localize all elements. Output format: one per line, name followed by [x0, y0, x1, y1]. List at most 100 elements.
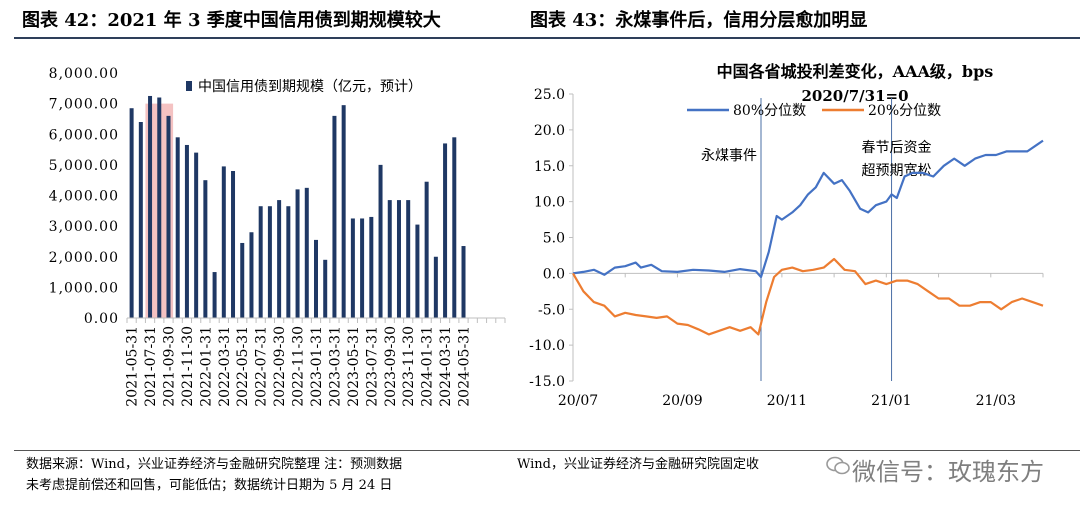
y-tick-label: 2,000.00: [49, 250, 119, 266]
bar: [138, 122, 143, 318]
x-tick-label: 2024-05-31: [457, 326, 473, 407]
bar: [433, 256, 438, 318]
x-tick-label: 2023-03-31: [327, 326, 343, 407]
bar: [184, 144, 189, 318]
x-tick-label: 2023-11-30: [401, 326, 417, 407]
bar: [415, 224, 420, 318]
chart-subtitle: 2020/7/31=0: [801, 87, 908, 105]
bar: [350, 218, 355, 318]
bar: [231, 171, 236, 318]
y-tick-label: 15.0: [534, 159, 565, 175]
y-tick-label: 6,000.00: [49, 127, 119, 143]
x-tick-label: 2022-01-31: [198, 326, 214, 407]
bar-chart: 8,000.00 7,000.00 6,000.00 5,000.00 4,000.00…: [49, 66, 506, 407]
bar: [304, 187, 309, 318]
bar: [221, 166, 226, 318]
x-tick-label: 2024-03-31: [438, 326, 454, 407]
y-tick-label: -10.0: [529, 338, 565, 354]
bar: [240, 242, 245, 318]
wechat-icon: [826, 456, 850, 475]
bar: [258, 206, 263, 318]
bar: [378, 164, 383, 318]
left-source-line-2: 未考虑提前偿还和回售，可能低估；数据统计日期为 5 月 24 日: [26, 478, 393, 493]
legend-swatch: [186, 81, 192, 91]
bottom-divider: [14, 450, 1080, 451]
series-line-80pct: [572, 139, 1044, 279]
line-chart: 中国各省城投利差变化，AAA级，bps 2020/7/31=0 25.0 20.0 15…: [529, 62, 1044, 409]
y-tick-label: 4,000.00: [49, 189, 119, 205]
x-tick-label: 2023-05-31: [346, 326, 362, 407]
x-tick-label: 2022-07-31: [254, 326, 270, 407]
x-tick-label: 2021-07-31: [143, 326, 159, 407]
bar: [452, 137, 457, 318]
y-tick-label: 10.0: [534, 195, 565, 211]
bar: [323, 259, 328, 318]
legend-label: 80%分位数: [733, 103, 806, 119]
bar: [286, 206, 291, 318]
x-tick-label: 2022-05-31: [235, 326, 251, 407]
watermark: 微信号：玫瑰东方: [852, 458, 1044, 486]
y-tick-label: 7,000.00: [49, 97, 119, 113]
y-tick-label: 8,000.00: [49, 66, 119, 82]
bar: [461, 246, 466, 318]
bar: [341, 105, 346, 318]
x-tick-label: 2023-01-31: [309, 326, 325, 407]
legend-label: 20%分位数: [868, 103, 941, 119]
y-tick-label: -15.0: [529, 374, 565, 390]
y-tick-label: 0.00: [84, 311, 119, 327]
chart-title: 中国各省城投利差变化，AAA级，bps: [717, 62, 994, 81]
bar: [148, 95, 153, 318]
x-tick-label: 2022-11-30: [291, 326, 307, 407]
bar: [443, 143, 448, 318]
x-tick-label: 2023-09-30: [383, 326, 399, 407]
x-tick-label: 20/07: [558, 393, 598, 409]
y-tick-label: 0.0: [543, 266, 565, 282]
legend-label: 中国信用债到期规模（亿元，预计）: [198, 79, 422, 95]
y-tick-label: 3,000.00: [49, 219, 119, 235]
bar: [267, 206, 272, 318]
bar: [406, 200, 411, 318]
x-tick-label: 20/09: [662, 393, 702, 409]
y-tick-label: 5.0: [543, 231, 565, 247]
bar: [203, 180, 208, 318]
bar: [157, 97, 162, 318]
bar: [277, 200, 282, 318]
bar: [166, 115, 171, 318]
x-tick-label: 2024-01-31: [420, 326, 436, 407]
left-source-line-1: 数据来源：Wind，兴业证券经济与金融研究院整理 注：预测数据: [26, 457, 403, 472]
bar: [332, 115, 337, 318]
event-annotation: 春节后资金: [862, 140, 932, 156]
series-line-20pct: [572, 257, 1044, 336]
bar: [424, 181, 429, 318]
x-tick-label: 21/03: [976, 393, 1016, 409]
x-tick-label: 20/11: [767, 393, 807, 409]
bar: [194, 152, 199, 318]
x-tick-label: 2022-09-30: [272, 326, 288, 407]
x-tick-label: 2022-03-31: [217, 326, 233, 407]
y-tick-label: 20.0: [534, 123, 565, 139]
top-divider: [14, 37, 1080, 39]
event-annotation: 超预期宽松: [862, 162, 932, 179]
event-annotation: 永煤事件: [701, 148, 757, 164]
right-source: Wind，兴业证券经济与金融研究院固定收: [517, 457, 759, 472]
y-tick-label: -5.0: [538, 302, 565, 318]
x-tick-label: 2023-07-31: [364, 326, 380, 407]
bar: [360, 218, 365, 318]
y-tick-label: 5,000.00: [49, 158, 119, 174]
x-tick-label: 21/01: [871, 393, 911, 409]
y-tick-label: 25.0: [534, 87, 565, 103]
bar: [212, 272, 217, 318]
bar: [295, 189, 300, 318]
x-tick-label: 2021-11-30: [180, 326, 196, 407]
bar: [249, 232, 254, 318]
bar: [369, 216, 374, 318]
x-tick-label: 2021-09-30: [161, 326, 177, 407]
bar: [396, 200, 401, 318]
x-tick-label: 2021-05-31: [125, 326, 141, 407]
y-tick-label: 1,000.00: [49, 280, 119, 296]
bar: [387, 200, 392, 318]
bar: [314, 239, 318, 318]
left-figure-title: 图表 42：2021 年 3 季度中国信用债到期规模较大: [22, 10, 441, 31]
bar: [175, 137, 180, 318]
right-figure-title: 图表 43：永煤事件后，信用分层愈加明显: [530, 10, 868, 31]
